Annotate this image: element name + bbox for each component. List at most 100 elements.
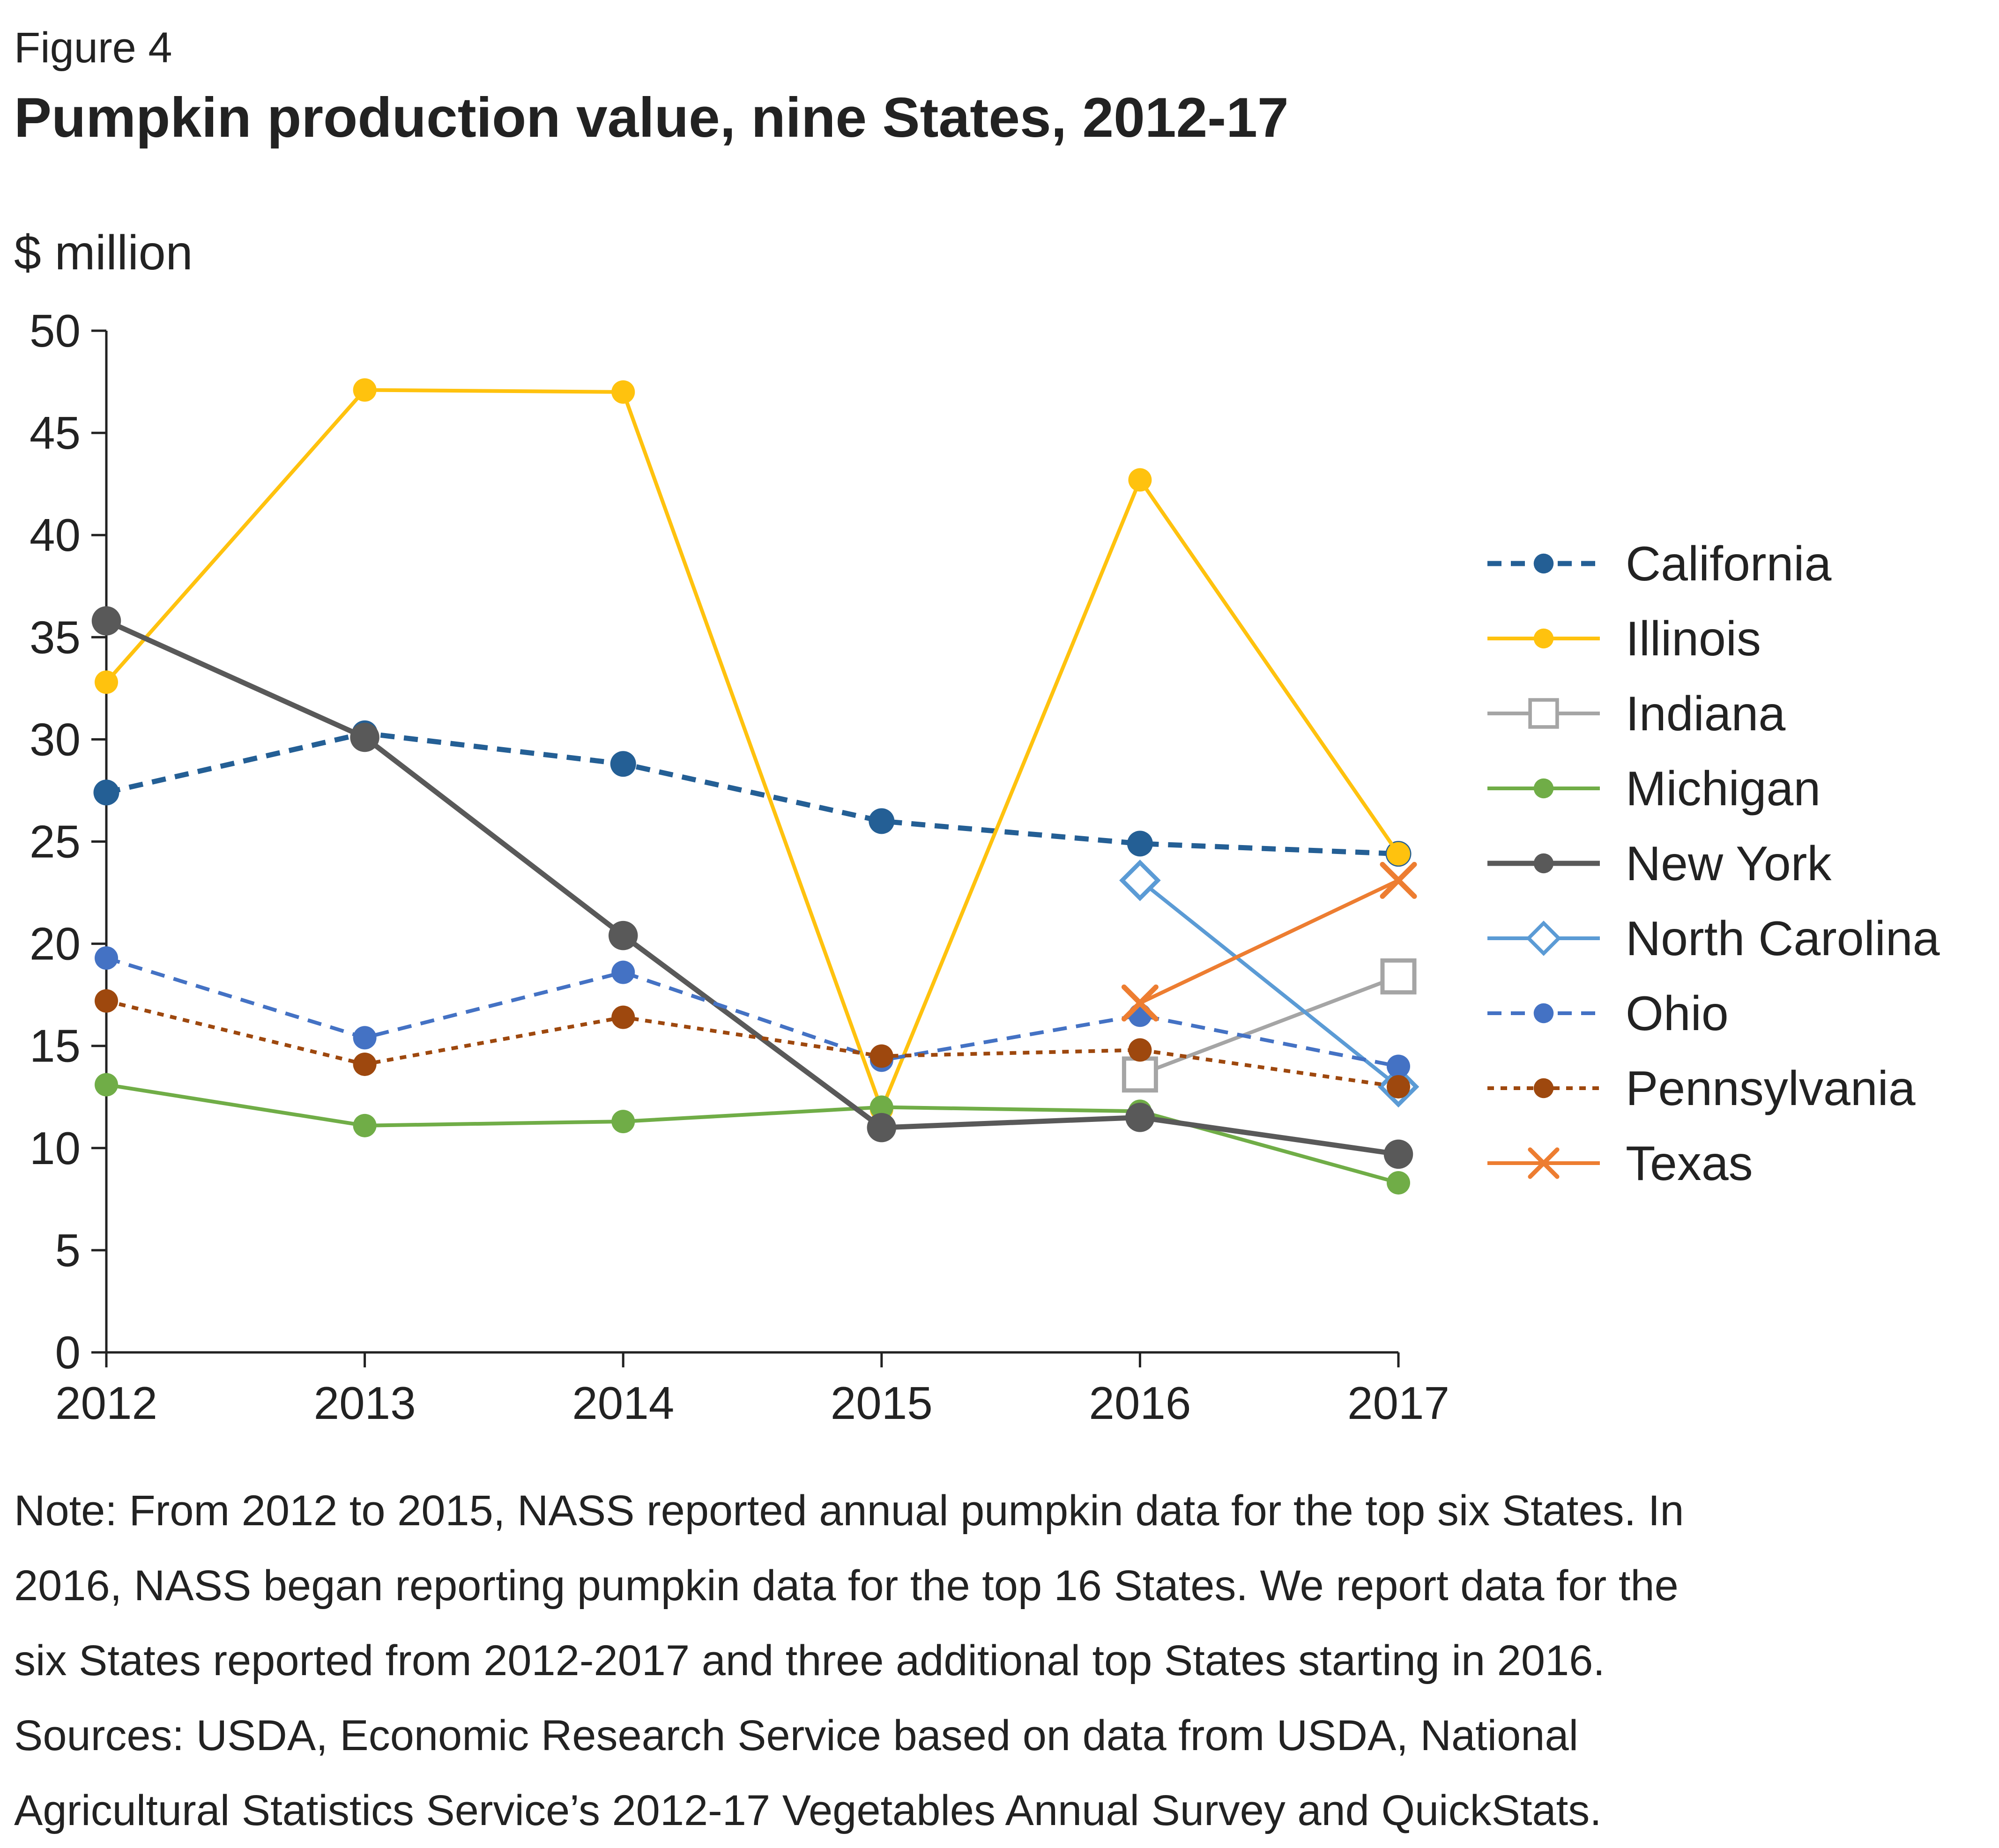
legend-label: Texas [1626,1136,1753,1191]
x-tick-label: 2017 [1347,1377,1449,1429]
legend-item-new-york: New York [1487,837,1832,891]
legend: California Illinois Indiana Michigan New Yor… [1487,537,1940,1191]
data-point-illinois [353,378,377,402]
data-point-michigan [1387,1171,1410,1195]
figure-label: Figure 4 [14,24,172,72]
y-tick-label: 15 [30,1020,81,1072]
x-tick-label: 2013 [314,1377,416,1429]
y-tick-label: 20 [30,918,81,970]
series-michigan [95,1073,1410,1195]
y-tick-label: 30 [30,713,81,765]
y-tick-label: 25 [30,816,81,868]
series-line-pennsylvania [106,999,1399,1089]
x-axis-ticks: 2012 2013 2014 2015 2016 2017 [55,1352,1449,1429]
legend-label: Pennsylvania [1626,1061,1916,1116]
legend-swatch-marker [1533,778,1554,799]
legend-item-california: California [1487,537,1831,591]
data-point-ohio [1128,1003,1152,1027]
note-line: Sources: USDA, Economic Research Service… [14,1712,1579,1759]
chart-title: Pumpkin production value, nine States, 2… [14,86,1289,149]
x-tick-label: 2012 [55,1377,157,1429]
series-line-michigan [106,1083,1399,1185]
data-point-new-york [1383,1139,1413,1169]
series-texas [1121,861,1417,1022]
data-point-california [869,808,895,834]
data-point-north-carolina [1119,860,1161,901]
data-point-michigan [869,1095,893,1119]
legend-label: New York [1626,837,1832,891]
series-ohio [95,946,1410,1078]
data-point-ohio [95,946,118,970]
legend-item-pennsylvania: Pennsylvania [1487,1061,1916,1116]
data-point-pennsylvania [353,1052,377,1076]
y-tick-label: 45 [30,407,81,459]
notes: Note: From 2012 to 2015, NASS reported a… [14,1473,1986,1848]
legend-swatch-marker [1528,698,1559,729]
data-point-pennsylvania [869,1044,893,1068]
note-line: Agricultural Statistics Service’s 2012-1… [14,1787,1602,1834]
data-point-new-york [867,1113,897,1143]
series-line-indiana [1139,974,1399,1076]
data-point-pennsylvania [95,989,118,1013]
legend-item-ohio: Ohio [1487,987,1729,1041]
legend-swatch-marker [1533,628,1554,649]
y-tick-label: 0 [55,1327,81,1378]
data-point-ohio [611,960,635,984]
series-line-illinois [105,388,1400,1111]
y-tick-label: 50 [30,305,81,356]
data-point-ohio [353,1026,377,1050]
legend-item-texas: Texas [1487,1136,1753,1191]
data-point-new-york [608,920,638,950]
series-indiana [1122,958,1417,1093]
y-axis-unit-label: $ million [14,226,193,280]
data-point-ohio [1387,1054,1410,1078]
legend-swatch-marker [1526,920,1561,956]
data-point-california [1127,831,1153,857]
data-point-texas [1121,984,1159,1022]
series-pennsylvania [95,989,1410,1098]
legend-swatch-marker [1533,553,1554,574]
data-point-illinois [1387,842,1410,866]
series-new-york [91,606,1413,1169]
legend-swatch-marker [1528,1147,1560,1179]
y-tick-label: 5 [55,1225,81,1276]
y-tick-label: 10 [30,1122,81,1174]
axes [105,331,1398,1354]
data-point-california [610,751,636,777]
data-point-new-york [1125,1103,1155,1132]
legend-item-illinois: Illinois [1487,612,1761,666]
data-point-texas [1380,861,1417,899]
legend-label: Indiana [1626,687,1785,741]
data-point-pennsylvania [611,1005,635,1029]
data-point-michigan [611,1110,635,1134]
note-line: Note: From 2012 to 2015, NASS reported a… [14,1487,1684,1535]
data-point-michigan [95,1073,118,1097]
legend-label: Ohio [1626,987,1729,1041]
series-line-california [105,730,1399,857]
x-tick-label: 2015 [831,1377,933,1429]
legend-swatch-marker [1533,853,1554,874]
legend-label: Illinois [1626,612,1761,666]
series-california [93,720,1412,867]
y-tick-label: 35 [30,611,81,663]
note-line: six States reported from 2012-2017 and t… [14,1637,1605,1685]
legend-swatch-marker [1533,1003,1554,1024]
y-tick-label: 40 [30,509,81,561]
legend-item-michigan: Michigan [1487,762,1821,816]
data-point-new-york [91,606,121,636]
legend-swatch-marker [1533,1078,1554,1098]
x-tick-label: 2016 [1089,1377,1191,1429]
data-point-california [93,779,119,806]
data-point-illinois [611,380,635,404]
legend-label: North Carolina [1626,912,1940,966]
data-point-indiana [1380,958,1417,995]
legend-item-north-carolina: North Carolina [1487,912,1940,966]
data-point-pennsylvania [1128,1038,1152,1062]
data-point-michigan [353,1113,377,1137]
series-line-texas [1139,878,1399,1005]
data-point-pennsylvania [1387,1075,1410,1098]
x-tick-label: 2014 [572,1377,674,1429]
legend-label: California [1626,537,1831,591]
note-line: 2016, NASS began reporting pumpkin data … [14,1562,1679,1610]
